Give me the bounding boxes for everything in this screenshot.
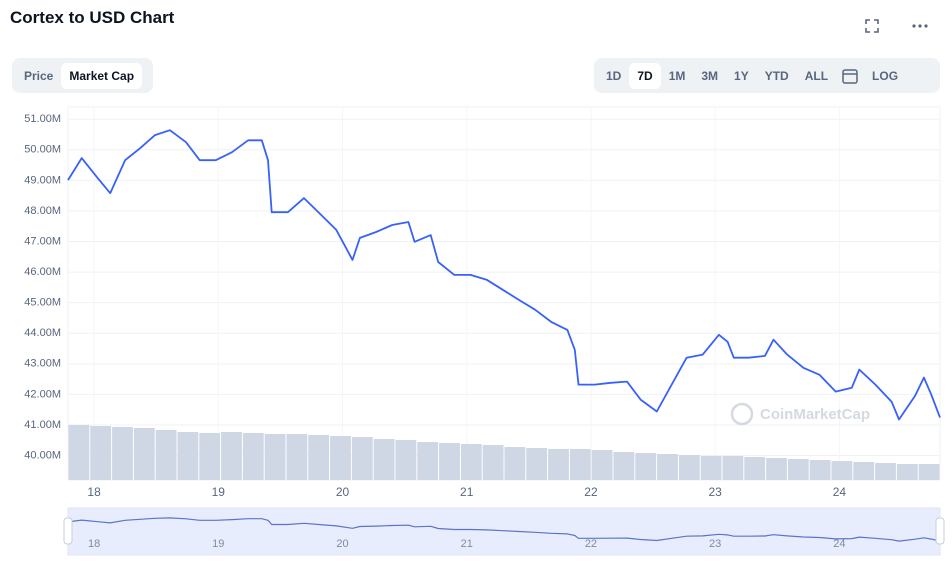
range-button[interactable]: 1M: [668, 68, 686, 83]
calendar-icon[interactable]: [836, 66, 864, 86]
y-tick-label: 47.00M: [24, 235, 61, 247]
volume-bar: [90, 426, 112, 480]
volume-bar: [700, 456, 722, 480]
volume-bar: [264, 434, 286, 480]
volume-bar: [896, 464, 918, 480]
volume-bar: [417, 442, 439, 480]
watermark: CoinMarketCap: [760, 406, 870, 423]
navigator-tick-label: 22: [585, 538, 597, 550]
volume-bar: [460, 444, 482, 480]
navigator-handle: [935, 517, 945, 545]
volume-bar: [569, 449, 591, 480]
volume-bar: [548, 449, 569, 480]
watermark-logo: [730, 402, 754, 426]
tab-group: Price Market Cap: [12, 58, 153, 93]
navigator-tick-label: 19: [212, 538, 224, 550]
volume-bar: [744, 457, 766, 480]
x-tick-label: 24: [833, 485, 847, 499]
y-tick-label: 45.00M: [24, 297, 61, 309]
fullscreen-icon[interactable]: [862, 16, 882, 36]
y-tick-label: 46.00M: [24, 266, 61, 278]
navigator-handle: [63, 517, 73, 545]
navigator: [67, 507, 941, 556]
volume-bar: [809, 460, 831, 480]
volume-bar: [766, 458, 787, 480]
volume-bar: [221, 432, 242, 480]
volume-bar: [918, 464, 940, 480]
volume-bar: [133, 428, 155, 480]
range-button[interactable]: 3M: [701, 68, 719, 83]
volume-bar: [635, 453, 657, 480]
volume-bar: [308, 435, 330, 480]
volume-bar: [853, 462, 875, 480]
volume-bar: [678, 455, 700, 480]
navigator-tick-label: 24: [833, 538, 845, 550]
volume-bar: [68, 425, 90, 480]
chart-title: Cortex to USD Chart: [10, 8, 175, 27]
range-button[interactable]: ALL: [804, 68, 829, 83]
x-tick-label: 18: [87, 485, 101, 499]
volume-bar: [613, 452, 635, 480]
range-button[interactable]: YTD: [764, 68, 789, 83]
range-button[interactable]: 7D: [629, 62, 661, 89]
y-tick-label: 42.00M: [24, 388, 61, 400]
range-button[interactable]: 1D: [606, 68, 622, 83]
tab[interactable]: Market Cap: [61, 62, 143, 89]
y-tick-label: 51.00M: [24, 113, 61, 125]
y-tick-label: 43.00M: [24, 358, 61, 370]
x-tick-label: 20: [336, 485, 350, 499]
volume-bar: [875, 463, 896, 480]
volume-bar: [787, 459, 809, 480]
volume-bar: [722, 456, 744, 480]
volume-bar: [482, 445, 504, 480]
volume-bar: [286, 434, 308, 480]
x-tick-label: 23: [708, 485, 722, 499]
y-tick-label: 41.00M: [24, 419, 61, 431]
y-tick-label: 40.00M: [24, 449, 61, 461]
volume-bar: [242, 433, 264, 480]
y-tick-label: 44.00M: [24, 327, 61, 339]
navigator-tick-label: 21: [461, 538, 473, 550]
volume-bar: [373, 439, 395, 480]
y-tick-label: 50.00M: [24, 144, 61, 156]
volume-bar: [351, 437, 373, 480]
tab[interactable]: Price: [24, 68, 54, 83]
log-button[interactable]: LOG: [872, 68, 899, 83]
range-button[interactable]: 1Y: [734, 68, 749, 83]
volume-bar: [526, 448, 548, 480]
price-line: [67, 129, 941, 421]
y-tick-label: 49.00M: [24, 174, 61, 186]
volume-bar: [439, 443, 460, 480]
volume-bar: [112, 427, 133, 480]
x-tick-label: 22: [584, 485, 598, 499]
navigator-tick-label: 23: [709, 538, 721, 550]
volume-bar: [330, 436, 351, 480]
volume-bar: [199, 433, 221, 480]
volume-bar: [591, 450, 613, 480]
navigator-tick-label: 20: [336, 538, 348, 550]
more-icon[interactable]: [910, 16, 930, 36]
volume-bar: [155, 430, 177, 480]
y-tick-label: 48.00M: [24, 205, 61, 217]
navigator-tick-label: 18: [88, 538, 100, 550]
range-group: 1D 7D 1M 3M 1Y YTD ALL LOG: [594, 58, 940, 93]
volume-bar: [504, 447, 526, 480]
volume-bar: [657, 454, 678, 480]
x-tick-label: 19: [212, 485, 226, 499]
plot-frame: [67, 106, 941, 481]
x-tick-label: 21: [460, 485, 474, 499]
volume-bar: [395, 440, 417, 480]
navigator-line: [67, 517, 941, 542]
volume-bar: [177, 432, 199, 480]
volume-bar: [831, 461, 853, 480]
